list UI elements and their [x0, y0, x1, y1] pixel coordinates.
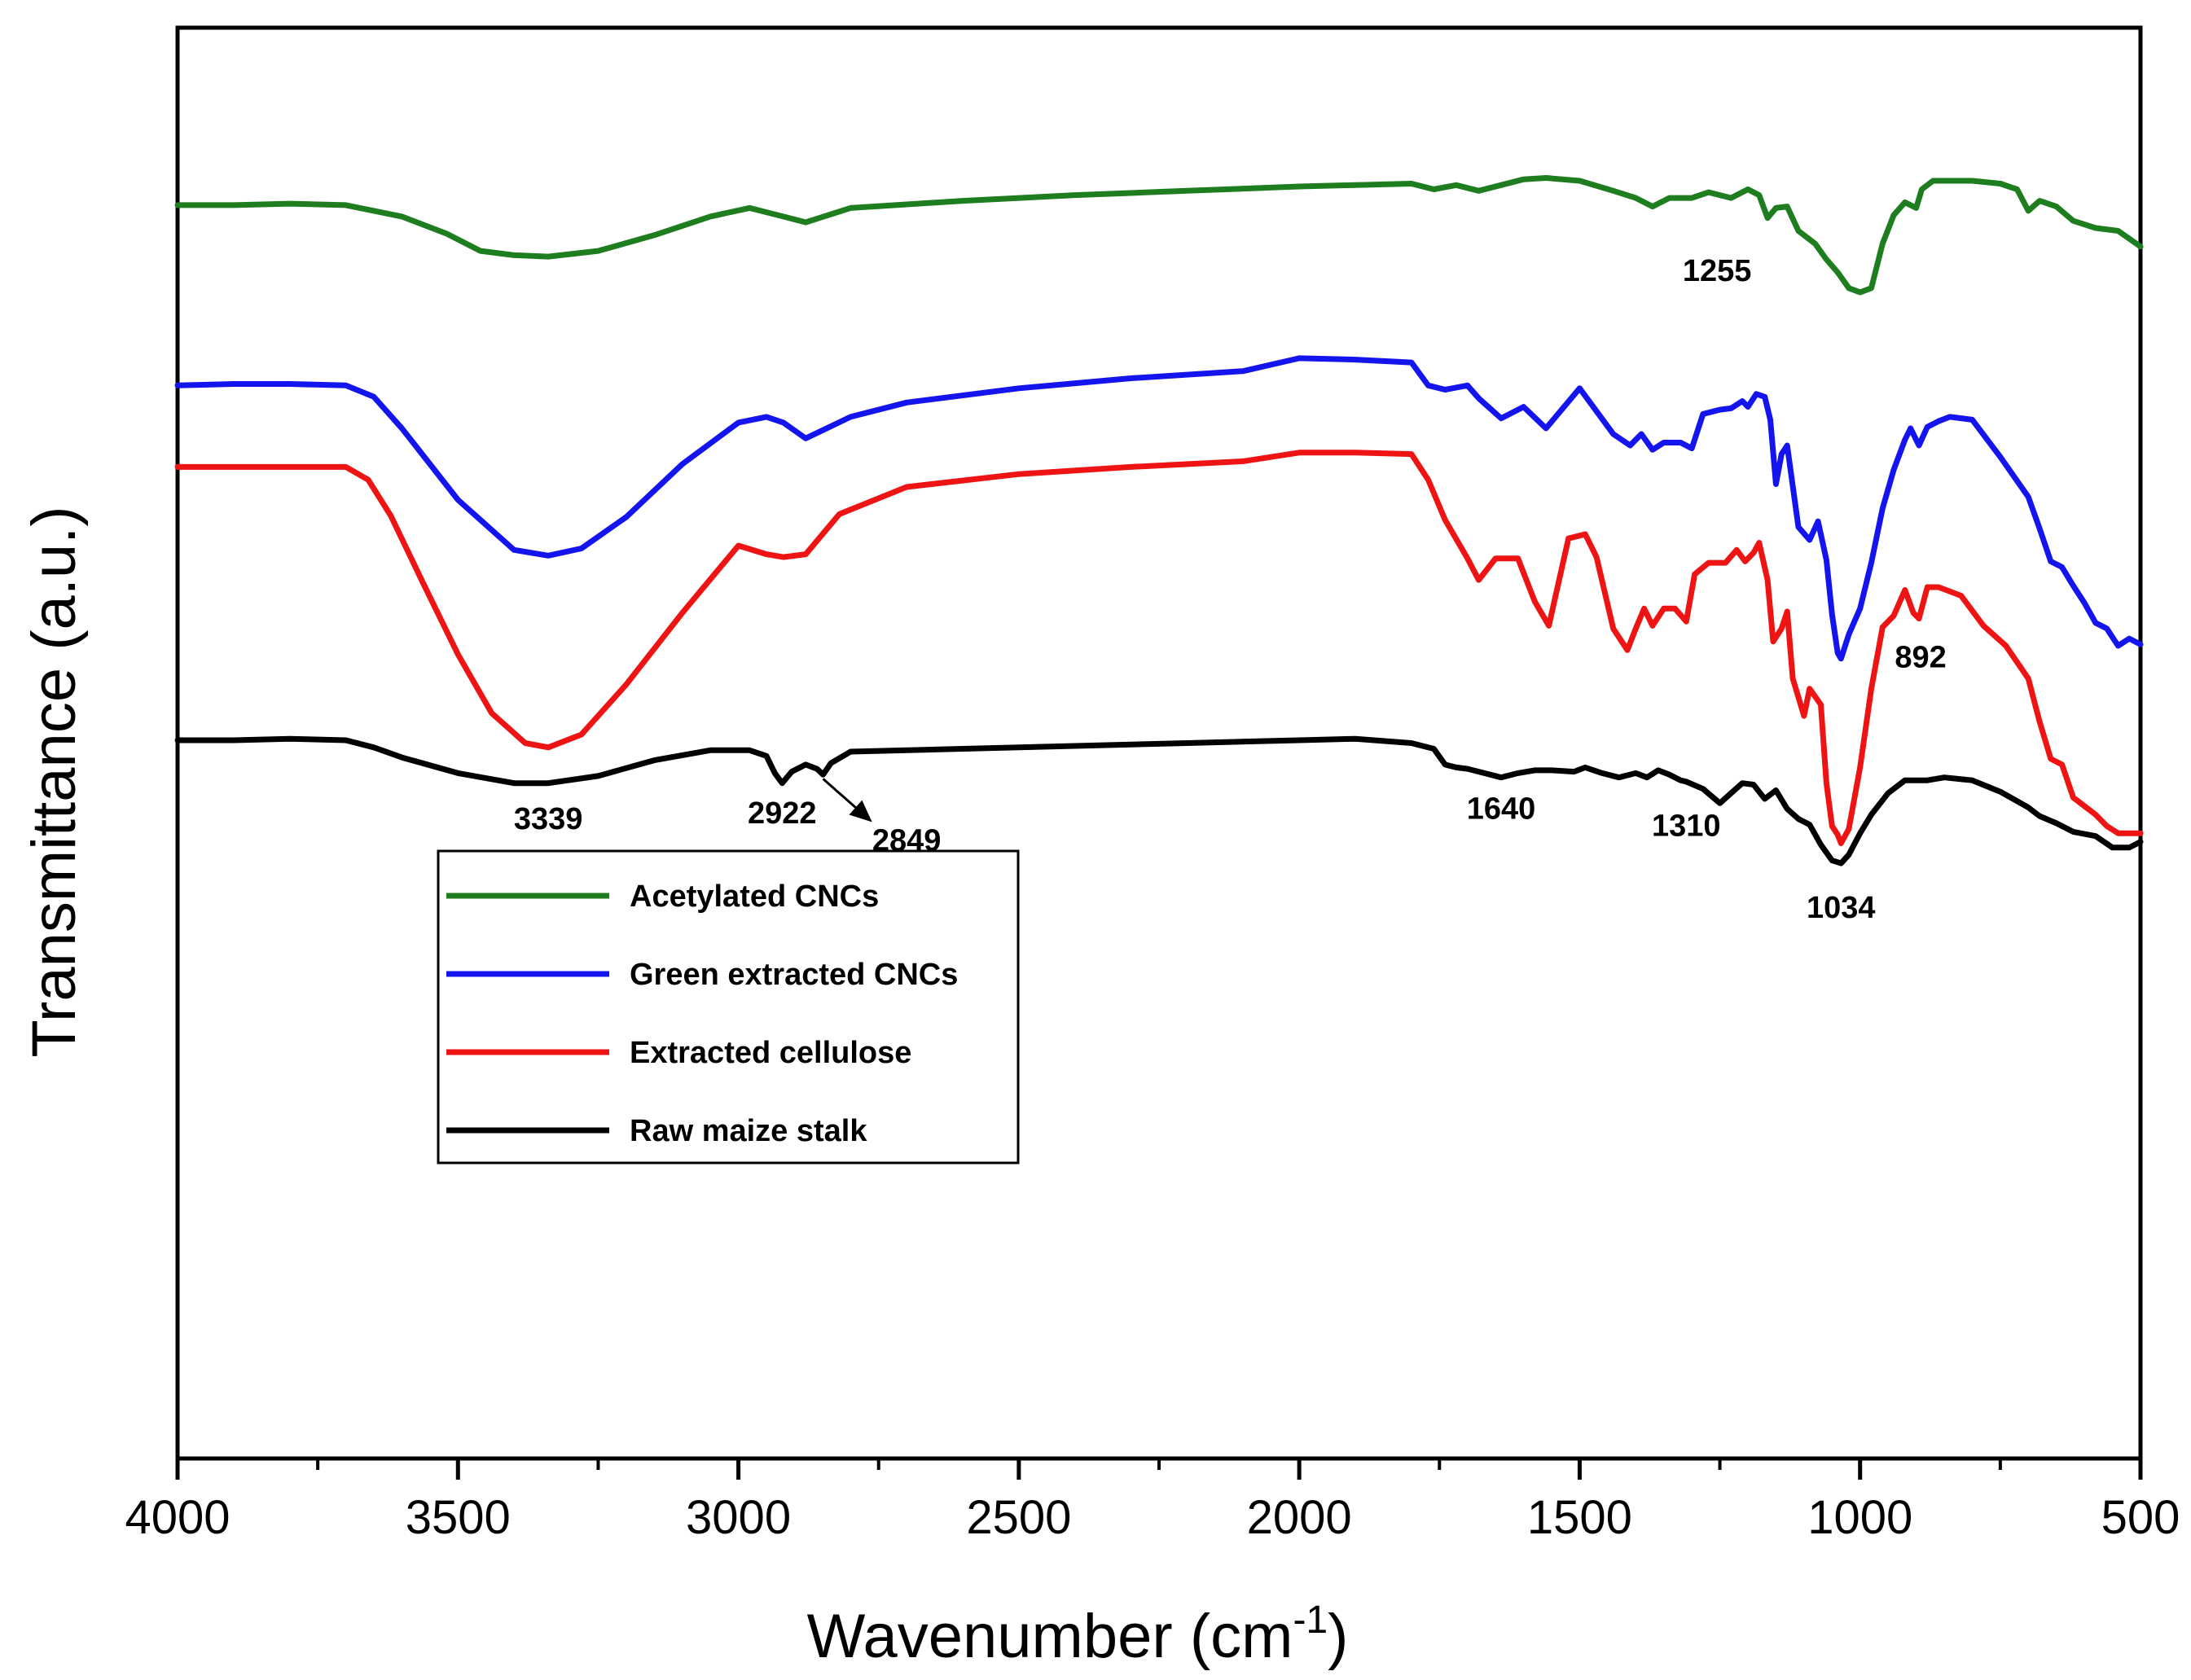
arrow-2849: [822, 778, 872, 822]
series-line-extracted-cellulose: [174, 450, 2144, 846]
series-line-green-extracted-cncs: [174, 355, 2144, 662]
x-tick-label: 3000: [686, 1491, 791, 1544]
x-tick-label: 4000: [125, 1491, 230, 1544]
y-axis-title: Transmittance (a.u.): [20, 506, 89, 1057]
spectra-lines: [174, 175, 2144, 866]
legend-label-raw-maize-stalk: Raw maize stalk: [630, 1114, 867, 1148]
x-tick-label: 2000: [1247, 1491, 1352, 1544]
legend-label-extracted-cellulose: Extracted cellulose: [630, 1036, 911, 1070]
peak-label-892: 892: [1895, 640, 1946, 674]
peak-label-1640: 1640: [1467, 792, 1536, 827]
legend-label-acetylated-cncs: Acetylated CNCs: [630, 879, 879, 914]
peak-label-1310: 1310: [1652, 809, 1721, 844]
x-axis-tick-labels: 4000 3500 3000 2500 2000 1500 1000 500: [125, 1491, 2180, 1544]
peak-label-1034: 1034: [1807, 891, 1876, 925]
x-tick-label: 3500: [406, 1491, 511, 1544]
x-tick-label: 500: [2101, 1491, 2180, 1544]
legend-box: [437, 849, 1020, 1165]
peak-label-3339: 3339: [514, 802, 583, 836]
peak-label-2922: 2922: [748, 796, 817, 831]
series-line-raw-maize-stalk: [174, 735, 2144, 866]
peak-arrow: [822, 778, 872, 822]
legend: Acetylated CNCs Green extracted CNCs Extra…: [437, 849, 1020, 1165]
series-line-acetylated-cncs: [174, 175, 2144, 296]
x-tick-label: 2500: [966, 1491, 1071, 1544]
x-axis-ticks: [175, 1458, 2143, 1480]
peak-label-1255: 1255: [1683, 254, 1752, 288]
x-tick-label: 1500: [1527, 1491, 1632, 1544]
legend-label-green-extracted-cncs: Green extracted CNCs: [630, 958, 958, 992]
x-tick-label: 1000: [1807, 1491, 1912, 1544]
x-axis-title: Wavenumber (cm-1): [807, 1599, 1349, 1671]
